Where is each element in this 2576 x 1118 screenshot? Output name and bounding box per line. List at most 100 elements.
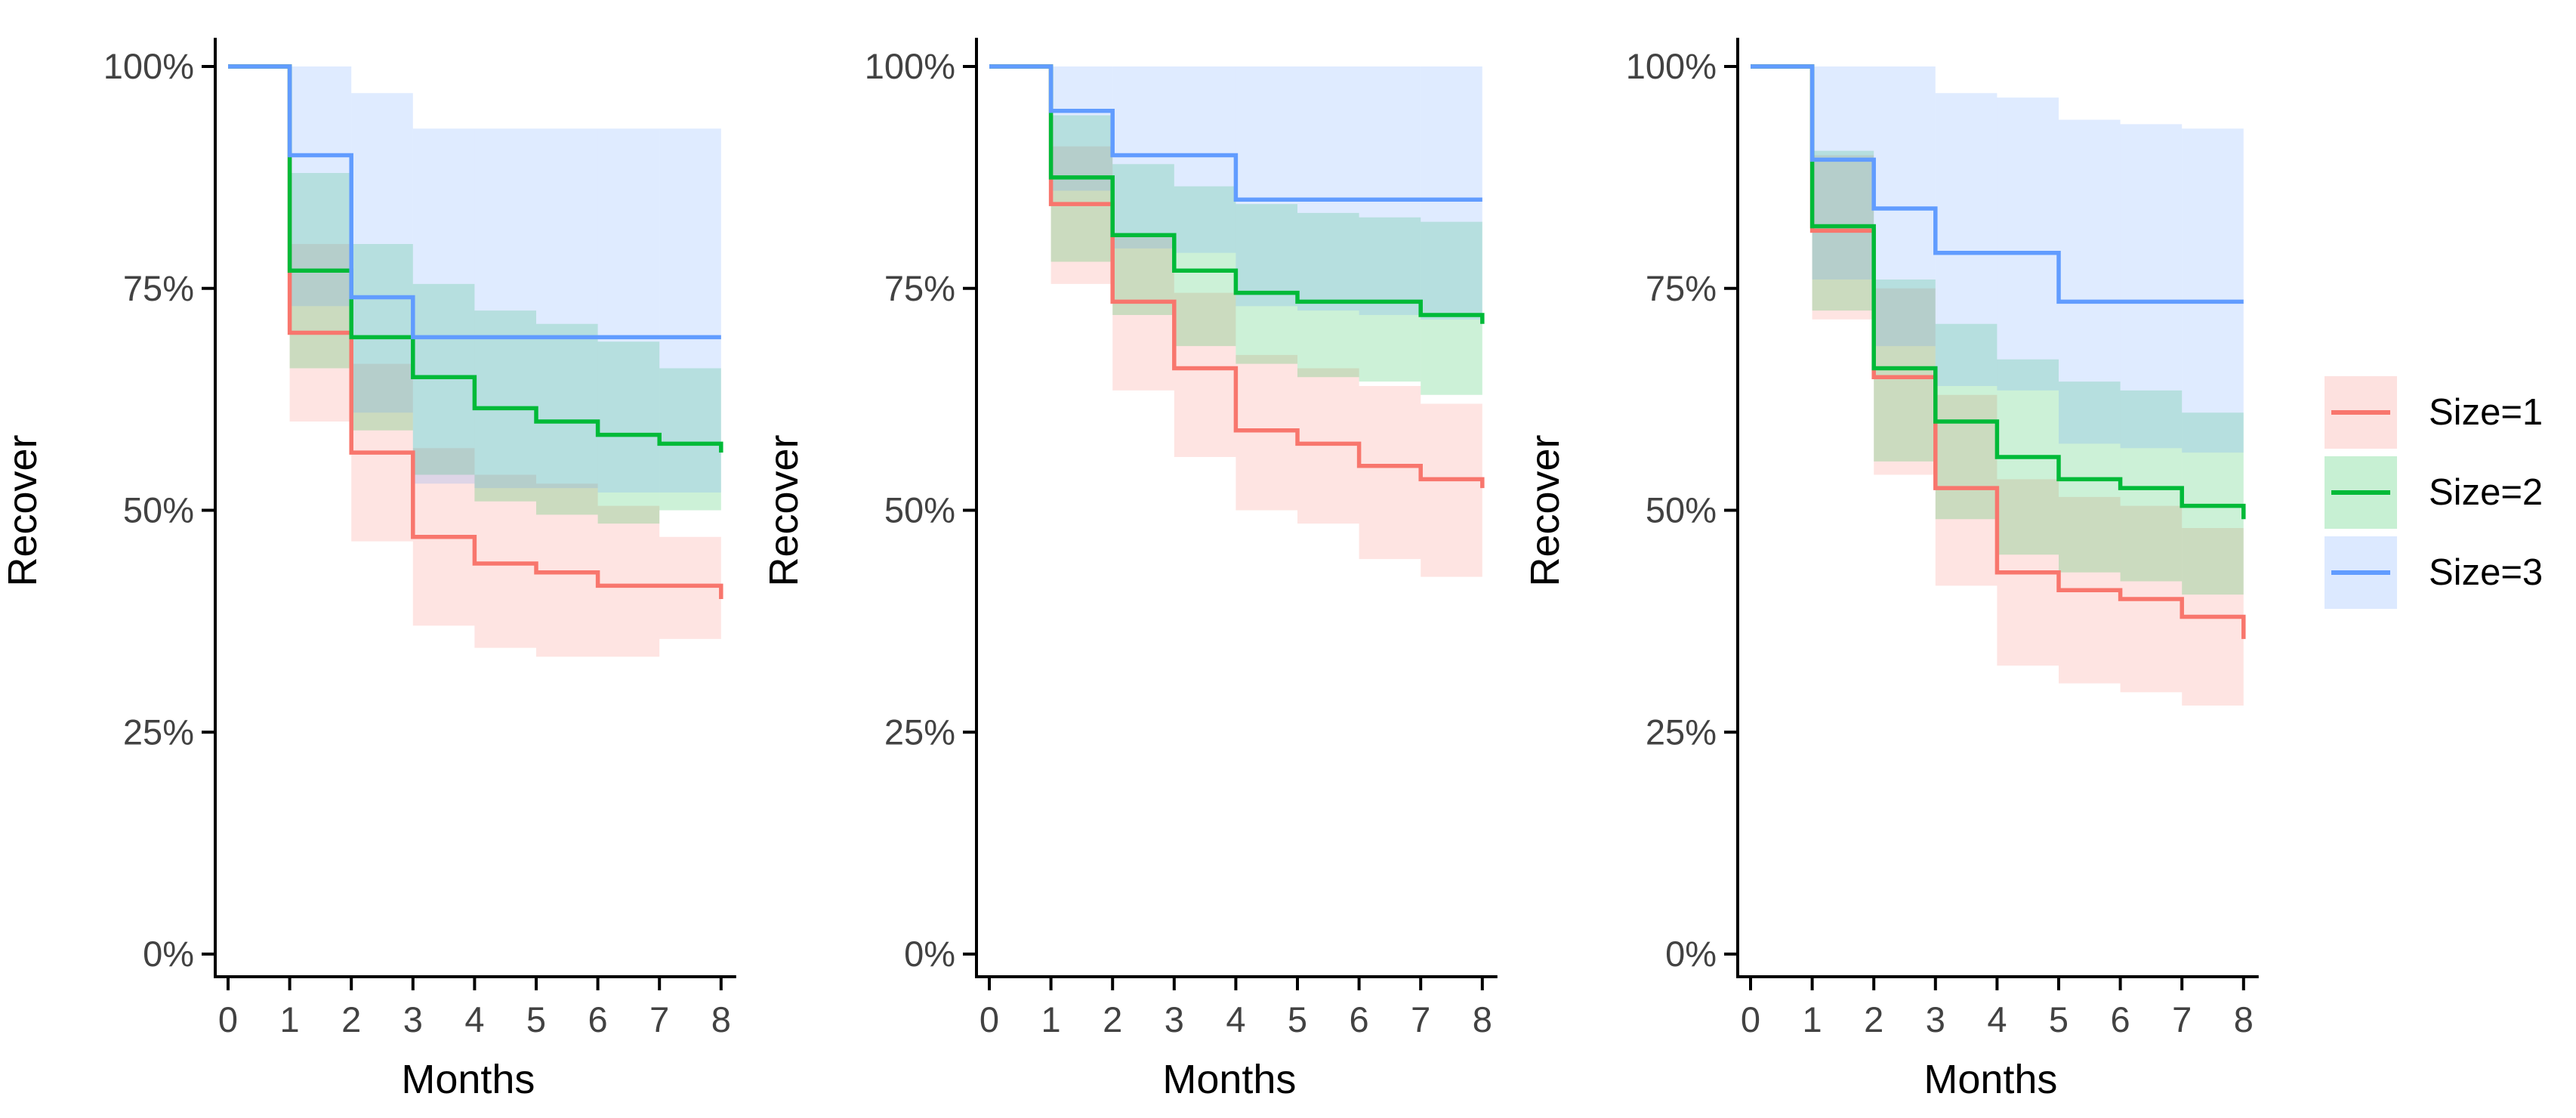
ci-band-Size1 bbox=[1112, 235, 1174, 391]
y-axis-title: Recover bbox=[761, 434, 807, 586]
y-tick-label: 25% bbox=[884, 712, 955, 752]
ci-band-Size3 bbox=[2120, 124, 2183, 449]
x-tick-label: 4 bbox=[1226, 999, 1245, 1039]
y-tick-label: 0% bbox=[1665, 934, 1717, 974]
legend-swatch-size3 bbox=[2325, 536, 2397, 609]
legend-line-size1 bbox=[2331, 410, 2390, 415]
ci-band-Size3 bbox=[1112, 66, 1174, 249]
ci-band-Size2 bbox=[597, 341, 660, 524]
legend-label-size3: Size=3 bbox=[2429, 552, 2544, 593]
ci-band-Size3 bbox=[1935, 93, 1998, 386]
ci-band-Size3 bbox=[412, 128, 475, 484]
x-tick-label: 3 bbox=[1926, 999, 1945, 1039]
x-tick-label: 6 bbox=[2111, 999, 2130, 1039]
ci-band-Size1 bbox=[1935, 394, 1998, 586]
x-tick-label: 2 bbox=[341, 999, 361, 1039]
y-tick-label: 75% bbox=[1646, 268, 1717, 308]
ci-band-Size3 bbox=[2182, 128, 2244, 453]
km-curve-Size3 bbox=[989, 64, 1482, 202]
x-tick-label: 3 bbox=[403, 999, 423, 1039]
legend-item-size1: Size=1 bbox=[2325, 376, 2574, 449]
y-axis-title: Recover bbox=[1522, 434, 1568, 586]
legend-line-size2 bbox=[2331, 490, 2390, 495]
x-tick-label: 3 bbox=[1165, 999, 1184, 1039]
ci-band-Size1 bbox=[536, 483, 598, 657]
legend-label-size1: Size=1 bbox=[2429, 392, 2544, 433]
ci-band-Size3 bbox=[536, 128, 598, 489]
ci-band-Size3 bbox=[1997, 97, 2059, 391]
ci-band-Size3 bbox=[2059, 119, 2121, 444]
ci-band-Size2 bbox=[1874, 280, 1936, 462]
ci-band-Size3 bbox=[1297, 66, 1359, 311]
ci-band-Size1 bbox=[659, 536, 721, 639]
x-axis-title: Months bbox=[1162, 1057, 1296, 1102]
x-tick-label: 5 bbox=[1288, 999, 1307, 1039]
x-axis-title: Months bbox=[1924, 1057, 2057, 1102]
x-tick-label: 0 bbox=[218, 999, 238, 1039]
x-tick-label: 5 bbox=[2049, 999, 2069, 1039]
y-tick-label: 100% bbox=[1626, 46, 1717, 86]
x-tick-label: 8 bbox=[1473, 999, 1492, 1039]
ci-band-Size3 bbox=[1050, 66, 1113, 191]
ci-band-Size3 bbox=[289, 66, 352, 307]
x-tick-label: 6 bbox=[588, 999, 608, 1039]
legend-item-size3: Size=3 bbox=[2325, 536, 2574, 609]
legend-swatch-size1 bbox=[2325, 376, 2397, 449]
x-tick-label: 2 bbox=[1864, 999, 1883, 1039]
km-curve-Size1 bbox=[1751, 64, 2246, 639]
ci-band-Size1 bbox=[1874, 288, 1936, 475]
ci-band-Size3 bbox=[1812, 66, 1874, 280]
ci-band-Size2 bbox=[474, 310, 536, 502]
km-curve-Size3 bbox=[228, 64, 721, 340]
x-tick-label: 8 bbox=[2234, 999, 2254, 1039]
ci-band-Size1 bbox=[1359, 386, 1421, 560]
ci-band-Size1 bbox=[474, 474, 536, 648]
ci-band-Size2 bbox=[1112, 164, 1174, 315]
km-curve-Size2 bbox=[228, 64, 723, 453]
ci-band-Size2 bbox=[659, 368, 721, 511]
km-curve-Size3 bbox=[1751, 64, 2244, 304]
ci-band-Size3 bbox=[659, 128, 721, 493]
y-tick-label: 75% bbox=[123, 268, 194, 308]
x-tick-label: 7 bbox=[2172, 999, 2192, 1039]
panel-svg-middle: 100% 75% 50% 25% 0% 0 1 2 3 4 5 6 7 8 Months Recover bbox=[761, 38, 1498, 1102]
ci-band-Size1 bbox=[1812, 155, 1874, 320]
ci-band-Size2 bbox=[2059, 381, 2121, 573]
legend-item-size2: Size=2 bbox=[2325, 456, 2574, 529]
y-tick-label: 0% bbox=[143, 934, 194, 974]
ci-band-Size1 bbox=[1421, 403, 1482, 577]
ci-band-Size2 bbox=[2182, 412, 2244, 595]
legend-label-size2: Size=2 bbox=[2429, 472, 2544, 513]
ci-band-Size2 bbox=[536, 323, 598, 515]
legend-swatch-size2 bbox=[2325, 456, 2397, 529]
km-curve-Size2 bbox=[1751, 64, 2246, 520]
legend-line-size3 bbox=[2331, 570, 2390, 575]
x-tick-label: 4 bbox=[1987, 999, 2007, 1039]
y-tick-label: 25% bbox=[1646, 712, 1717, 752]
km-curve-Size1 bbox=[228, 64, 723, 599]
ci-band-Size3 bbox=[1359, 66, 1421, 315]
y-axis-title: Recover bbox=[0, 434, 45, 586]
x-tick-label: 7 bbox=[649, 999, 669, 1039]
x-tick-label: 5 bbox=[526, 999, 546, 1039]
ci-band-Size3 bbox=[597, 128, 660, 493]
x-tick-label: 2 bbox=[1103, 999, 1122, 1039]
survival-panel-middle: 100% 75% 50% 25% 0% 0 1 2 3 4 5 6 7 8 Months Recover bbox=[761, 0, 1516, 1118]
ci-band-Size3 bbox=[474, 128, 536, 489]
ci-band-Size3 bbox=[351, 93, 413, 413]
ci-band-Size2 bbox=[1236, 204, 1297, 364]
ci-band-Size2 bbox=[2120, 390, 2183, 582]
x-tick-label: 6 bbox=[1350, 999, 1369, 1039]
x-tick-label: 0 bbox=[979, 999, 999, 1039]
ci-band-Size2 bbox=[412, 283, 475, 475]
km-curve-Size1 bbox=[989, 64, 1485, 489]
ci-band-Size3 bbox=[1236, 66, 1297, 307]
legend: Size=1 Size=2 Size=3 bbox=[2325, 376, 2574, 609]
ci-band-Size3 bbox=[1421, 66, 1482, 320]
x-axis-title: Months bbox=[401, 1057, 535, 1102]
survival-panel-right: 100% 75% 50% 25% 0% 0 1 2 3 4 5 6 7 8 Months Recover bbox=[1522, 0, 2278, 1118]
ci-band-Size1 bbox=[1236, 354, 1297, 511]
y-tick-label: 50% bbox=[884, 490, 955, 530]
ci-band-Size2 bbox=[1297, 212, 1359, 378]
